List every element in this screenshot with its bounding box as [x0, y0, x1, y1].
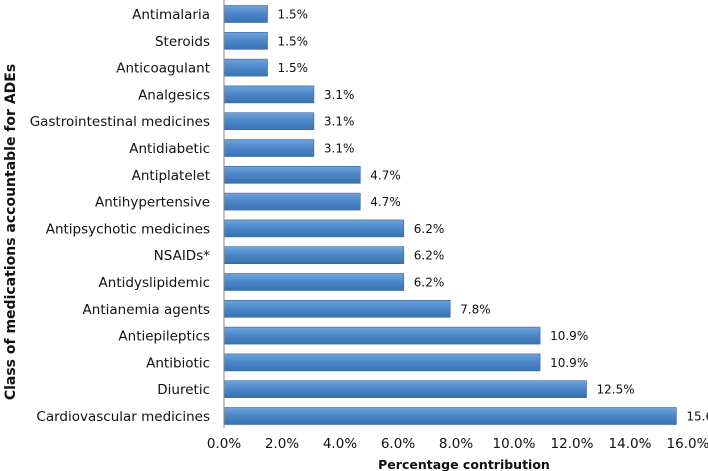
- labels-layer: Antimalaria 1.5% Steroids 1.5% Anticoagulant…: [30, 7, 708, 425]
- x-tick-label: 12.0%: [551, 436, 594, 452]
- data-label: 4.7%: [370, 168, 401, 182]
- bar: [223, 273, 405, 291]
- x-tick-label: 10.0%: [493, 436, 536, 452]
- bar: [223, 326, 541, 345]
- data-label: 6.2%: [414, 222, 445, 236]
- y-axis-title: Class of medications accountable for ADE…: [3, 64, 19, 400]
- data-label: 1.5%: [278, 8, 309, 22]
- data-label: 6.2%: [414, 276, 445, 290]
- category-label: Steroids: [155, 34, 210, 50]
- category-label: Antiepileptics: [118, 329, 210, 345]
- x-tick-label: 14.0%: [609, 436, 652, 452]
- category-label: Antibiotic: [146, 355, 210, 371]
- x-tick-label: 16.0%: [667, 436, 708, 452]
- data-label: 3.1%: [324, 142, 355, 156]
- x-tick-label: 2.0%: [265, 436, 299, 452]
- category-label: Antidyslipidemic: [99, 275, 210, 291]
- data-label: 10.9%: [550, 329, 588, 343]
- data-label: 3.1%: [324, 115, 355, 129]
- x-axis: 0.0% 2.0% 4.0% 6.0% 8.0% 10.0% 12.0% 14.0% 16.0%: [207, 0, 708, 452]
- data-label: 1.5%: [278, 34, 309, 48]
- bar: [223, 246, 405, 264]
- category-label: Gastrointestinal medicines: [30, 114, 210, 130]
- data-label: 4.7%: [370, 195, 401, 209]
- data-label: 1.5%: [278, 61, 309, 75]
- category-label: Diuretic: [157, 382, 210, 398]
- x-tick-label: 4.0%: [323, 436, 357, 452]
- data-label: 10.9%: [550, 356, 588, 370]
- bar: [223, 353, 541, 372]
- bar: [223, 219, 405, 238]
- bar: [223, 85, 315, 104]
- x-tick-label: 8.0%: [439, 436, 473, 452]
- data-label: 12.5%: [597, 383, 635, 397]
- x-tick-label: 6.0%: [381, 436, 415, 452]
- bar: [223, 166, 361, 184]
- bar: [223, 112, 315, 130]
- bar: [223, 380, 587, 399]
- bar: [223, 58, 268, 77]
- bar: [223, 31, 268, 50]
- category-label: Antiplatelet: [132, 168, 210, 184]
- category-label: Antimalaria: [132, 7, 210, 23]
- category-label: Antihypertensive: [95, 195, 210, 211]
- bar: [223, 299, 451, 318]
- bar: [223, 192, 361, 211]
- x-axis-title: Percentage contribution: [378, 457, 550, 471]
- category-label: Antidiabetic: [129, 141, 210, 157]
- data-label: 7.8%: [460, 302, 491, 316]
- bar: [223, 407, 677, 425]
- bar: [223, 139, 315, 157]
- data-label: 15.6%: [686, 410, 708, 424]
- data-label: 6.2%: [414, 249, 445, 263]
- category-label: Cardiovascular medicines: [36, 409, 210, 425]
- data-label: 3.1%: [324, 88, 355, 102]
- category-label: Analgesics: [138, 87, 210, 103]
- category-label: Antianemia agents: [83, 302, 210, 318]
- category-label: NSAIDs*: [154, 248, 211, 264]
- x-tick-label: 0.0%: [207, 436, 241, 452]
- category-label: Anticoagulant: [116, 61, 210, 77]
- bar: [223, 5, 268, 23]
- category-label: Antipsychotic medicines: [46, 221, 210, 237]
